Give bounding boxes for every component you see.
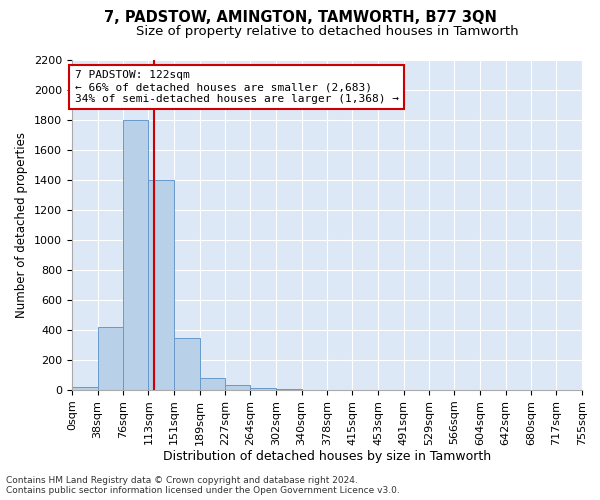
Bar (72, 387, 98, 390)
Title: Size of property relative to detached houses in Tamworth: Size of property relative to detached ho… (136, 25, 518, 38)
Bar (226, 385, 250, 390)
Bar (250, 388, 276, 390)
Bar (276, 389, 302, 390)
Text: 7, PADSTOW, AMINGTON, TAMWORTH, B77 3QN: 7, PADSTOW, AMINGTON, TAMWORTH, B77 3QN (104, 10, 496, 25)
Bar (174, 338, 200, 390)
X-axis label: Distribution of detached houses by size in Tamworth: Distribution of detached houses by size … (163, 450, 491, 464)
Bar (98, 327, 124, 390)
Text: Contains HM Land Registry data © Crown copyright and database right 2024.
Contai: Contains HM Land Registry data © Crown c… (6, 476, 400, 495)
Bar (124, 120, 148, 390)
Bar (200, 378, 226, 390)
Text: 7 PADSTOW: 122sqm
← 66% of detached houses are smaller (2,683)
34% of semi-detac: 7 PADSTOW: 122sqm ← 66% of detached hous… (75, 70, 399, 104)
Y-axis label: Number of detached properties: Number of detached properties (16, 132, 28, 318)
Bar (148, 180, 174, 390)
